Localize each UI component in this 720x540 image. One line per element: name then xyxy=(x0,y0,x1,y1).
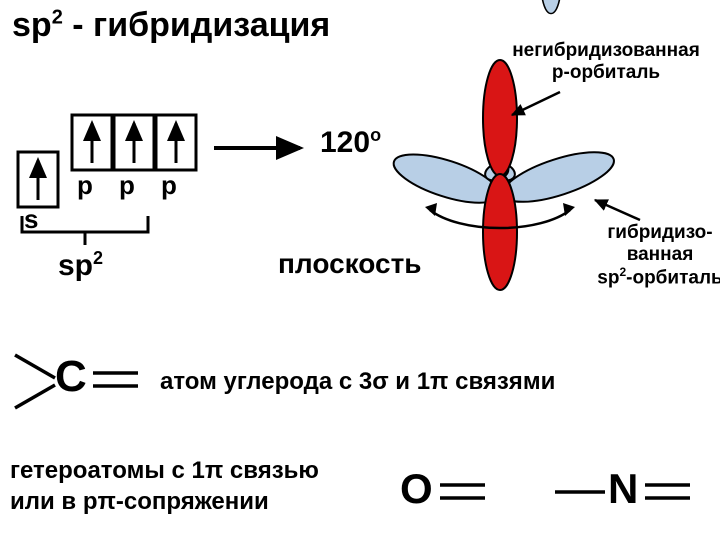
angle-number: 120 xyxy=(320,126,370,159)
sp2-bracket-prefix: sp xyxy=(58,249,93,282)
nitrogen-symbol: N xyxy=(608,465,638,513)
sp2-bracket-label: sp2 xyxy=(58,248,103,283)
angle-arc-arrow-right xyxy=(563,203,575,216)
hybridized-label: гибридизо- ванная sp2-орбиталь xyxy=(595,222,720,289)
heteroatom-line1: гетероатомы с 1π связью xyxy=(10,455,319,486)
plane-label: плоскость xyxy=(278,248,422,280)
hybridized-line1: гибридизо- xyxy=(595,222,720,244)
heteroatom-text: гетероатомы с 1π связью или в pπ-сопряже… xyxy=(10,455,319,517)
angle-arc-arrow-left xyxy=(425,203,437,216)
carbon-symbol: C xyxy=(55,352,87,402)
angle-value: 120o xyxy=(320,125,381,160)
pointer-to-p-orbital xyxy=(512,92,560,115)
carbon-description: атом углерода с 3σ и 1π связями xyxy=(160,368,555,396)
pointer-to-sp2-orbital xyxy=(595,200,640,220)
p-label-3: p xyxy=(161,170,177,201)
oxygen-symbol: O xyxy=(400,465,433,513)
hybridized-line2: ванная xyxy=(595,244,720,266)
s-label: s xyxy=(24,204,38,235)
sp2-bracket-exp: 2 xyxy=(93,248,103,268)
angle-degree-symbol: o xyxy=(370,125,381,145)
sp2-bracket xyxy=(22,216,148,232)
heteroatom-line2: или в pπ-сопряжении xyxy=(10,486,319,517)
p-label-1: p xyxy=(77,170,93,201)
p-label-2: p xyxy=(119,170,135,201)
oxygen-bond-lines xyxy=(440,485,485,498)
hybridized-line3: sp2-орбиталь xyxy=(595,266,720,289)
